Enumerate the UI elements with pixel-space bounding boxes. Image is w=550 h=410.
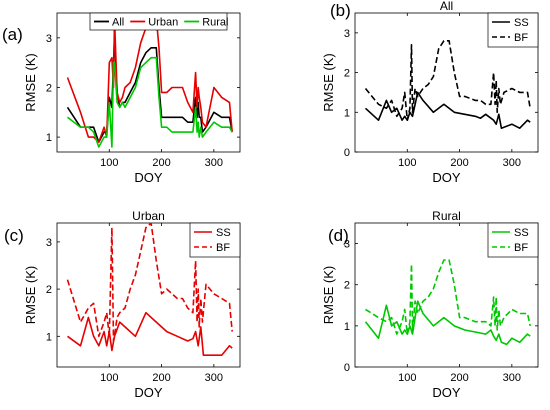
legend-label: SS bbox=[216, 227, 231, 239]
series-line-ss bbox=[364, 91, 531, 129]
series-line-all bbox=[66, 36, 233, 143]
legend-label: SS bbox=[514, 17, 529, 29]
y-tick-label: 1 bbox=[344, 321, 350, 333]
legend-box bbox=[189, 222, 241, 258]
legend: SS BF bbox=[487, 12, 539, 48]
legend: All Urban Rural bbox=[89, 12, 229, 31]
panel-letter: (c) bbox=[4, 226, 24, 245]
x-axis-label: DOY bbox=[134, 385, 163, 400]
panel-letter: (d) bbox=[328, 226, 349, 245]
series-line-urban bbox=[66, 17, 233, 143]
y-axis-label: RMSE (K) bbox=[23, 53, 38, 112]
panel-letter: (a) bbox=[2, 25, 23, 44]
series-group bbox=[66, 17, 233, 148]
legend-label: BF bbox=[514, 32, 528, 44]
x-tick-label: 200 bbox=[152, 157, 170, 169]
legend-box bbox=[89, 12, 228, 31]
y-tick-label: 1 bbox=[46, 132, 52, 144]
chart-panel-2: 100 200 300 0 1 2 3 DOY RMSE (K) (b) All SS BF bbox=[321, 0, 539, 185]
y-tick-label: 3 bbox=[46, 237, 52, 249]
x-axis-label: DOY bbox=[432, 385, 461, 400]
legend-label: BF bbox=[514, 242, 528, 254]
series-group bbox=[364, 259, 531, 346]
series-group bbox=[66, 223, 233, 357]
y-tick-label: 2 bbox=[344, 280, 350, 292]
y-tick-label: 2 bbox=[46, 284, 52, 296]
chart-panel-3: 100 200 300 1 2 3 DOY RMSE (K) (c) Urban SS BF bbox=[4, 209, 241, 400]
y-tick-label: 1 bbox=[46, 331, 52, 343]
y-tick-label: 0 bbox=[344, 147, 350, 159]
chart-panel-4: 100 200 300 0 1 2 3 DOY RMSE (K) (d) Rural SS BF bbox=[321, 209, 539, 400]
series-line-ss bbox=[364, 300, 531, 346]
x-tick-label: 100 bbox=[100, 372, 118, 384]
x-axis-label: DOY bbox=[432, 170, 461, 185]
x-tick-label: 300 bbox=[205, 372, 223, 384]
series-group bbox=[364, 39, 531, 129]
legend-box bbox=[487, 222, 539, 258]
x-tick-label: 100 bbox=[398, 157, 416, 169]
y-axis-label: RMSE (K) bbox=[23, 266, 38, 325]
series-line-bf bbox=[365, 259, 531, 335]
y-tick-label: 3 bbox=[46, 33, 52, 45]
series-line-bf bbox=[364, 39, 531, 121]
panel-title: All bbox=[440, 0, 453, 13]
legend-label: Rural bbox=[202, 17, 228, 29]
y-tick-label: 2 bbox=[344, 68, 350, 80]
x-tick-label: 200 bbox=[152, 372, 170, 384]
series-line-ss bbox=[67, 311, 233, 357]
x-tick-label: 100 bbox=[100, 157, 118, 169]
plot-frame bbox=[56, 222, 241, 368]
legend-label: Urban bbox=[148, 17, 178, 29]
plot-frame bbox=[354, 12, 539, 153]
legend-label: All bbox=[112, 17, 124, 29]
x-tick-label: 200 bbox=[450, 157, 468, 169]
x-axis-label: DOY bbox=[134, 170, 163, 185]
x-tick-label: 300 bbox=[503, 372, 521, 384]
x-tick-label: 300 bbox=[503, 157, 521, 169]
y-tick-label: 3 bbox=[344, 28, 350, 40]
panel-letter: (b) bbox=[330, 1, 351, 20]
chart-panel-1: 100 200 300 1 2 3 DOY RMSE (K)(a) All Urban Rural bbox=[2, 12, 241, 185]
y-tick-label: 2 bbox=[46, 82, 52, 94]
x-tick-label: 200 bbox=[450, 372, 468, 384]
panel-title: Rural bbox=[432, 209, 461, 223]
legend: SS BF bbox=[189, 222, 241, 258]
legend-box bbox=[487, 12, 539, 48]
y-tick-label: 0 bbox=[344, 362, 350, 374]
y-tick-label: 3 bbox=[344, 239, 350, 251]
panel-title: Urban bbox=[132, 209, 165, 223]
plot-frame bbox=[354, 222, 539, 368]
y-tick-label: 1 bbox=[344, 107, 350, 119]
legend-label: BF bbox=[216, 242, 230, 254]
x-tick-label: 100 bbox=[398, 372, 416, 384]
y-axis-label: RMSE (K) bbox=[321, 53, 336, 112]
y-axis-label: RMSE (K) bbox=[321, 266, 336, 325]
legend-label: SS bbox=[514, 227, 529, 239]
plot-frame bbox=[56, 12, 241, 153]
legend: SS BF bbox=[487, 222, 539, 258]
x-tick-label: 300 bbox=[205, 157, 223, 169]
series-line-rural bbox=[67, 56, 233, 148]
